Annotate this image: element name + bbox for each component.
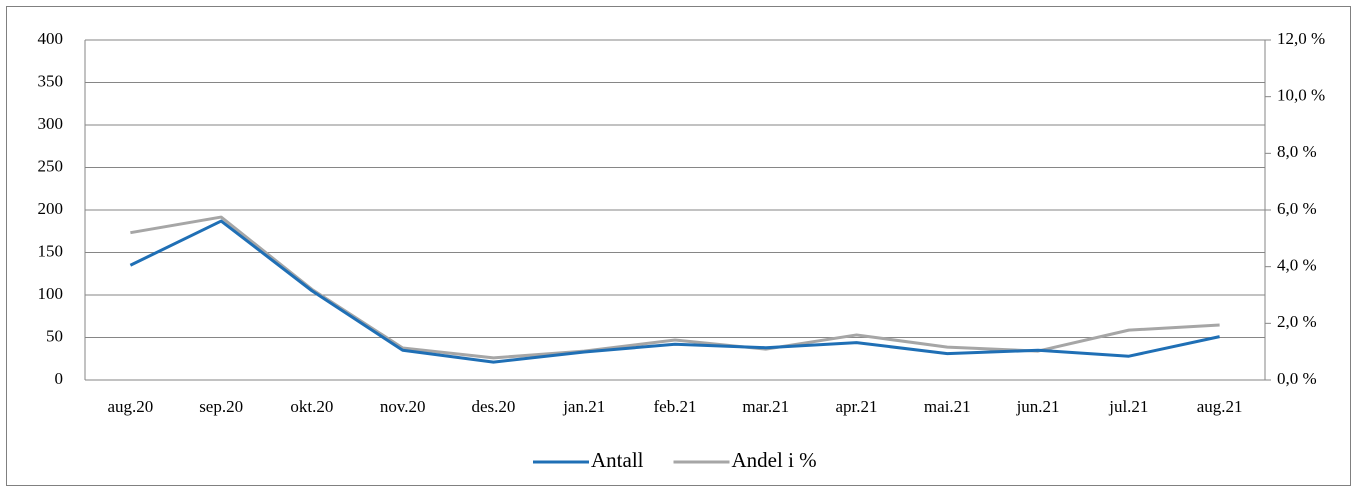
x-tick-label: feb.21 <box>654 397 697 416</box>
y-tick-label: 50 <box>46 326 63 345</box>
y2-tick-label: 6,0 % <box>1277 199 1317 218</box>
x-tick-label: apr.21 <box>836 397 878 416</box>
x-tick-label: aug.20 <box>107 397 153 416</box>
x-tick-label: mai.21 <box>924 397 971 416</box>
y2-tick-label: 8,0 % <box>1277 142 1317 161</box>
x-tick-label: sep.20 <box>199 397 243 416</box>
y-tick-label: 0 <box>55 369 64 388</box>
y-tick-label: 150 <box>38 241 64 260</box>
y-tick-label: 250 <box>38 156 64 175</box>
x-tick-label: jan.21 <box>562 397 605 416</box>
x-tick-label: mar.21 <box>742 397 789 416</box>
y-tick-label: 300 <box>38 114 64 133</box>
x-tick-label: nov.20 <box>380 397 426 416</box>
x-tick-label: okt.20 <box>290 397 333 416</box>
legend-label: Andel i % <box>732 448 817 472</box>
line-series <box>129 219 1220 364</box>
y2-tick-label: 10,0 % <box>1277 86 1325 105</box>
y2-tick-label: 12,0 % <box>1277 29 1325 48</box>
y-tick-label: 200 <box>38 199 64 218</box>
x-tick-label: des.20 <box>472 397 516 416</box>
y-tick-label: 400 <box>38 29 64 48</box>
chart-frame <box>6 6 1351 486</box>
y2-tick-label: 4,0 % <box>1277 256 1317 275</box>
x-tick-label: jul.21 <box>1108 397 1148 416</box>
x-tick-label: jun.21 <box>1016 397 1060 416</box>
legend-label: Antall <box>591 448 644 472</box>
y2-tick-label: 2,0 % <box>1277 312 1317 331</box>
y-tick-label: 350 <box>38 71 64 90</box>
y2-tick-label: 0,0 % <box>1277 369 1317 388</box>
y-tick-label: 100 <box>38 284 64 303</box>
x-tick-label: aug.21 <box>1197 397 1243 416</box>
